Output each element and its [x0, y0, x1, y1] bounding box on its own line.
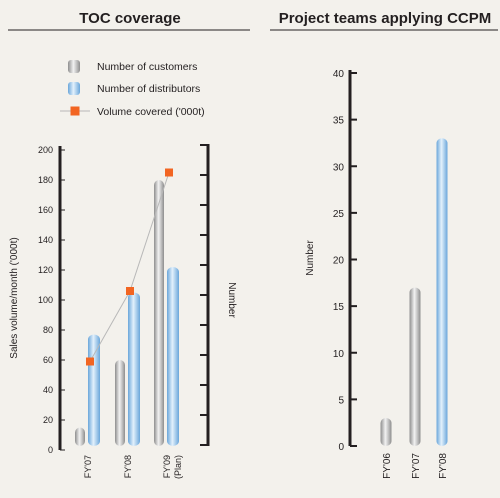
chart1-y-tick-label: 100 [38, 295, 53, 305]
chart1-x-tick-label: FY'08 [123, 455, 133, 478]
chart2-bar [436, 138, 448, 446]
chart1-y-tick-label: 80 [43, 325, 53, 335]
legend-swatch-distributors [68, 82, 80, 95]
chart1-bar-customers [154, 180, 164, 446]
chart2-y-tick-label: 20 [333, 256, 345, 267]
chart2-y-tick-label: 25 [333, 209, 345, 220]
chart2-y-ticks: 0 5 10 15 20 25 30 35 40 [333, 69, 357, 453]
chart1-y-tick-label: 20 [43, 415, 53, 425]
legend-label-volume: Volume covered ('000t) [97, 106, 205, 118]
chart2-bars [380, 138, 448, 446]
chart2-y-tick-label: 40 [333, 69, 345, 80]
chart1-bars [75, 180, 179, 446]
chart1-x-labels: FY'07 FY'08 FY'09 (Plan) [83, 455, 183, 479]
chart2-title: Project teams applying CCPM [279, 10, 492, 27]
chart2-x-tick-label: FY'08 [438, 453, 449, 479]
chart2-y-tick-label: 15 [333, 302, 345, 313]
chart1-x-tick-label: FY'07 [83, 455, 93, 478]
chart1-y-tick-label: 120 [38, 265, 53, 275]
chart1-volume-line [86, 168, 173, 366]
legend-swatch-customers [68, 60, 80, 73]
chart1-x-tick-sublabel: (Plan) [173, 455, 183, 479]
chart2-bar [409, 287, 421, 446]
chart1-y-tick-label: 180 [38, 175, 53, 185]
chart1-right-ticks [200, 144, 208, 446]
chart2-x-tick-label: FY'07 [411, 453, 422, 479]
chart2-y-tick-label: 30 [333, 162, 345, 173]
chart1-y-ticks: 0 20 40 60 80 100 120 140 160 180 200 [38, 145, 65, 455]
chart1-bar-customers [115, 360, 125, 446]
legend-label-distributors: Number of distributors [97, 83, 200, 95]
chart1-bar-distributors [128, 292, 140, 446]
chart2-y-tick-label: 10 [333, 349, 345, 360]
chart2-y-tick-label: 0 [338, 442, 344, 453]
chart1-volume-marker [126, 287, 134, 295]
legend-label-customers: Number of customers [97, 61, 197, 73]
chart1-y-tick-label: 40 [43, 385, 53, 395]
chart2-x-labels: FY'06 FY'07 FY'08 [382, 453, 449, 479]
chart2-bar [380, 418, 392, 446]
chart1-bar-distributors [88, 334, 100, 446]
chart1-volume-marker [165, 168, 173, 177]
chart1-volume-marker [86, 357, 94, 366]
chart1-y-tick-label: 160 [38, 205, 53, 215]
chart1-y-axis-label: Sales volume/month ('000t) [9, 237, 20, 358]
chart1-y-tick-label: 200 [38, 145, 53, 155]
chart1-y-tick-label: 60 [43, 355, 53, 365]
chart1-bar-customers [75, 427, 85, 446]
chart1-title: TOC coverage [79, 10, 180, 27]
chart2-x-tick-label: FY'06 [382, 453, 393, 479]
chart1-y-tick-label: 0 [48, 445, 53, 455]
chart1-bar-distributors [167, 267, 179, 446]
chart1-legend: Number of customers Number of distributo… [60, 60, 205, 118]
chart1-x-tick-label: FY'09 [162, 455, 172, 478]
legend-marker-volume [70, 106, 80, 116]
chart2-y-tick-label: 5 [338, 395, 344, 406]
chart1-y2-axis-label: Number [226, 282, 237, 318]
chart2-y-tick-label: 35 [333, 116, 345, 127]
chart1-y-tick-label: 140 [38, 235, 53, 245]
chart2-y-axis-label: Number [305, 240, 316, 276]
